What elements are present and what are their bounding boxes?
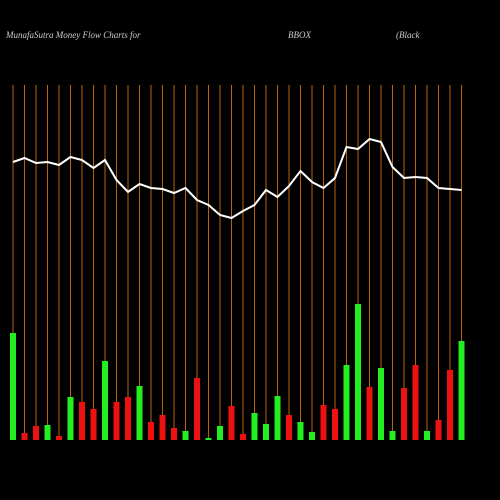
bar: [125, 397, 131, 440]
bar: [378, 368, 384, 440]
bar: [251, 413, 258, 440]
bar: [343, 365, 350, 440]
bar: [67, 397, 74, 440]
bar: [424, 431, 430, 440]
chart-title: MunafaSutra Money Flow Charts for: [5, 30, 141, 40]
bar: [79, 402, 85, 440]
bar: [113, 402, 120, 440]
bar: [33, 426, 39, 440]
bar: [205, 438, 212, 440]
bar: [263, 424, 269, 440]
bar: [56, 436, 62, 440]
bar: [401, 388, 407, 440]
bar: [389, 431, 396, 440]
bar: [44, 425, 51, 440]
bar: [217, 426, 223, 440]
company: (Black: [396, 30, 420, 40]
bar: [21, 433, 28, 440]
bar: [182, 431, 189, 440]
bar: [355, 304, 361, 440]
bar: [90, 409, 97, 440]
bar: [320, 405, 327, 440]
bar: [332, 409, 338, 440]
bar: [159, 415, 166, 440]
bar: [171, 428, 177, 440]
bar: [136, 386, 143, 440]
bar: [435, 420, 442, 440]
bar: [194, 378, 200, 440]
bar: [274, 396, 281, 440]
money-flow-line: [12, 137, 462, 220]
bar: [148, 422, 154, 440]
bar: [458, 341, 465, 440]
bar: [366, 387, 373, 440]
bar: [412, 365, 419, 440]
bar: [240, 434, 246, 440]
bar: [286, 415, 292, 440]
bar: [102, 361, 108, 440]
symbol: BBOX: [288, 30, 311, 40]
bar: [297, 422, 304, 440]
bar: [309, 432, 315, 440]
bar: [228, 406, 235, 440]
bar: [10, 333, 16, 440]
bar: [447, 370, 453, 440]
